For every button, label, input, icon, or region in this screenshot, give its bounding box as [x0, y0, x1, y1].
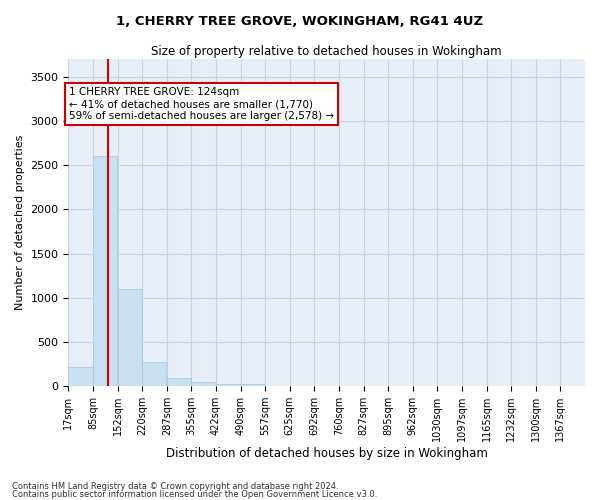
Text: Contains HM Land Registry data © Crown copyright and database right 2024.: Contains HM Land Registry data © Crown c…	[12, 482, 338, 491]
Bar	[142, 362, 166, 386]
Bar	[68, 367, 92, 386]
Title: Size of property relative to detached houses in Wokingham: Size of property relative to detached ho…	[151, 45, 502, 58]
Text: Contains public sector information licensed under the Open Government Licence v3: Contains public sector information licen…	[12, 490, 377, 499]
Bar	[216, 384, 240, 386]
Bar	[118, 289, 142, 386]
Bar	[191, 382, 215, 386]
X-axis label: Distribution of detached houses by size in Wokingham: Distribution of detached houses by size …	[166, 447, 488, 460]
Bar	[241, 384, 265, 386]
Text: 1 CHERRY TREE GROVE: 124sqm
← 41% of detached houses are smaller (1,770)
59% of : 1 CHERRY TREE GROVE: 124sqm ← 41% of det…	[69, 88, 334, 120]
Bar	[93, 156, 117, 386]
Y-axis label: Number of detached properties: Number of detached properties	[15, 135, 25, 310]
Bar	[167, 378, 191, 386]
Text: 1, CHERRY TREE GROVE, WOKINGHAM, RG41 4UZ: 1, CHERRY TREE GROVE, WOKINGHAM, RG41 4U…	[116, 15, 484, 28]
